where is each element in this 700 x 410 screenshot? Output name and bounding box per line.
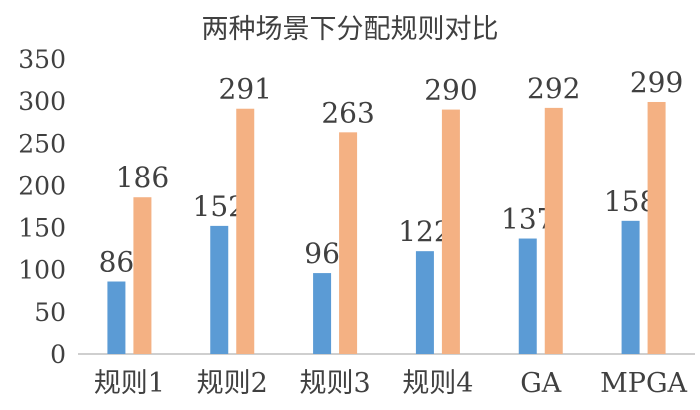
bar [107, 281, 126, 354]
bar [441, 109, 460, 354]
x-tick-label: 规则4 [402, 368, 473, 399]
y-tick-label: 350 [18, 45, 66, 74]
y-tick-label: 100 [18, 256, 66, 285]
data-label: 96 [304, 237, 340, 270]
y-tick-label: 150 [18, 214, 66, 243]
bar [415, 251, 434, 354]
x-tick-label: MPGA [600, 368, 687, 399]
x-tick-label: 规则2 [197, 368, 268, 399]
bar [339, 132, 358, 354]
data-label: 299 [630, 66, 683, 99]
bar [210, 225, 229, 354]
x-axis: 规则1 规则2 规则3 规则4 GA MPGA [94, 368, 688, 399]
x-tick-label: 规则1 [94, 368, 165, 399]
x-tick-label: 规则3 [299, 368, 370, 399]
y-tick-label: 0 [50, 340, 66, 369]
bar [544, 107, 563, 354]
data-label: 290 [424, 74, 477, 107]
data-label: 291 [219, 73, 272, 106]
y-axis: 0 50 100 150 200 250 300 350 [18, 45, 66, 369]
data-label: 292 [527, 72, 580, 105]
bar [236, 108, 255, 354]
chart-title: 两种场景下分配规则对比 [202, 14, 499, 45]
bar [313, 273, 332, 354]
data-label: 86 [99, 246, 135, 279]
x-tick-label: GA [520, 368, 562, 399]
data-label: 263 [321, 96, 374, 129]
y-tick-label: 50 [34, 298, 66, 327]
y-tick-label: 250 [18, 129, 66, 158]
bar [133, 197, 152, 354]
bar [647, 101, 666, 354]
y-tick-label: 200 [18, 171, 66, 200]
y-tick-label: 300 [18, 87, 66, 116]
bar [518, 238, 537, 354]
data-label: 186 [116, 161, 169, 194]
bar [621, 220, 640, 354]
